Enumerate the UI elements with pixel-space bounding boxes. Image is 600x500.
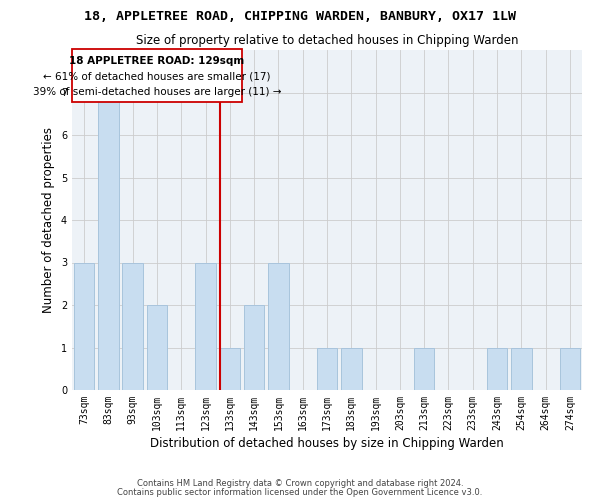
Bar [268,262,289,390]
Bar [487,348,508,390]
Bar [244,305,265,390]
Title: Size of property relative to detached houses in Chipping Warden: Size of property relative to detached ho… [136,34,518,48]
Text: 18 APPLETREE ROAD: 129sqm: 18 APPLETREE ROAD: 129sqm [70,56,245,66]
Bar [560,348,580,390]
Text: 39% of semi-detached houses are larger (11) →: 39% of semi-detached houses are larger (… [33,86,281,97]
Bar [511,348,532,390]
X-axis label: Distribution of detached houses by size in Chipping Warden: Distribution of detached houses by size … [150,437,504,450]
Y-axis label: Number of detached properties: Number of detached properties [43,127,55,313]
Text: Contains HM Land Registry data © Crown copyright and database right 2024.: Contains HM Land Registry data © Crown c… [137,480,463,488]
Bar [122,262,143,390]
Bar [341,348,362,390]
Bar [195,262,216,390]
Text: ← 61% of detached houses are smaller (17): ← 61% of detached houses are smaller (17… [43,72,271,82]
FancyBboxPatch shape [73,49,242,102]
Text: Contains public sector information licensed under the Open Government Licence v3: Contains public sector information licen… [118,488,482,497]
Bar [414,348,434,390]
Bar [74,262,94,390]
Bar [220,348,240,390]
Bar [317,348,337,390]
Text: 18, APPLETREE ROAD, CHIPPING WARDEN, BANBURY, OX17 1LW: 18, APPLETREE ROAD, CHIPPING WARDEN, BAN… [84,10,516,23]
Bar [98,92,119,390]
Bar [146,305,167,390]
